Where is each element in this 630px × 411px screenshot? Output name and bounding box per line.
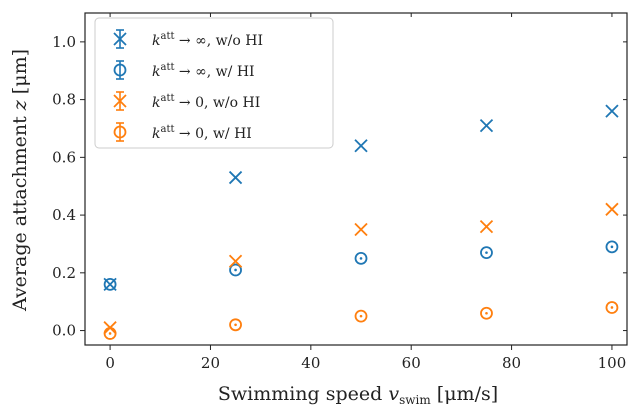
x-tick-label: 0 — [105, 354, 115, 372]
legend-marker-2 — [113, 60, 127, 80]
legend-circle-marker — [113, 63, 127, 77]
data-point — [103, 327, 117, 340]
data-point — [354, 251, 368, 265]
data-point — [229, 318, 242, 332]
circle-marker-ring — [103, 327, 117, 340]
circle-marker-dot — [234, 323, 237, 327]
data-point — [480, 246, 493, 260]
y-axis-label-var: z — [9, 99, 31, 111]
y-axis-label-main: Average attachment — [9, 110, 31, 312]
x-marker-stroke — [479, 118, 494, 133]
data-point — [354, 309, 368, 323]
circle-marker-dot — [485, 251, 488, 254]
data-point — [480, 306, 493, 320]
legend-marker-3 — [113, 91, 127, 111]
data-point — [479, 118, 494, 133]
x-tick-label: 40 — [301, 354, 320, 372]
legend-entry-3: katt → 0, w/o HI — [152, 93, 260, 111]
x-axis-label-sub: swim — [399, 393, 431, 407]
circle-marker-dot — [108, 283, 112, 286]
x-marker-stroke — [113, 32, 127, 46]
data-point — [605, 202, 619, 216]
circle-marker-ring — [605, 301, 619, 314]
y-axis-label-unit: [μm] — [9, 49, 31, 100]
y-tick-label: 0.2 — [52, 264, 76, 282]
data-point — [103, 277, 117, 291]
x-axis-label-unit: [μm/s] — [431, 383, 498, 405]
x-marker-stroke — [605, 104, 619, 118]
circle-marker-ring — [229, 263, 242, 277]
y-axis-label: Average attachment z [μm] — [9, 49, 31, 312]
legend-marker-4 — [113, 122, 127, 142]
x-marker-stroke — [354, 139, 368, 153]
y-tick-label: 0.4 — [52, 206, 76, 224]
x-marker-stroke — [228, 254, 243, 268]
x-marker-stroke — [228, 170, 243, 185]
legend: katt → ∞, w/o HI katt → ∞, w/ HI katt → … — [94, 17, 334, 149]
plot-area — [84, 12, 628, 346]
circle-marker-ring — [354, 251, 368, 265]
circle-marker-dot — [108, 332, 112, 335]
data-point — [228, 254, 243, 268]
y-tick-label: 1.0 — [52, 33, 76, 51]
x-axis-label-var: v — [388, 383, 399, 405]
data-point — [229, 263, 242, 277]
y-tick-label: 0.8 — [52, 91, 76, 109]
circle-marker-ring — [103, 277, 117, 291]
data-marks — [103, 104, 619, 340]
x-axis-label-main: Swimming speed — [218, 383, 389, 405]
data-point — [479, 219, 494, 234]
x-marker-stroke — [605, 202, 619, 216]
data-point — [605, 301, 619, 314]
circle-marker-dot — [359, 314, 363, 318]
data-point — [354, 222, 368, 237]
circle-marker-ring — [354, 309, 368, 323]
data-point — [605, 240, 619, 254]
data-point — [354, 139, 368, 153]
circle-marker-dot — [485, 311, 488, 315]
series-3 — [103, 202, 619, 335]
data-point — [228, 170, 243, 185]
circle-marker-ring — [229, 318, 242, 332]
series-4 — [103, 301, 619, 340]
circle-marker-ring — [605, 240, 619, 254]
circle-marker-ring — [480, 246, 493, 260]
legend-x-marker — [113, 32, 127, 46]
legend-entry-2: katt → ∞, w/ HI — [152, 62, 255, 80]
x-axis-label: Swimming speed vswim [μm/s] — [218, 383, 498, 407]
circle-marker-dot — [359, 257, 363, 260]
legend-entry-1: katt → ∞, w/o HI — [152, 31, 263, 49]
circle-marker-dot — [234, 268, 237, 272]
legend-markers — [113, 29, 127, 142]
legend-x-marker — [113, 94, 127, 108]
legend-marker-1 — [113, 29, 127, 49]
circle-marker-dot — [610, 306, 614, 309]
y-tick-label: 0.6 — [52, 148, 76, 166]
legend-entry-4: katt → 0, w/ HI — [152, 124, 252, 142]
legend-frame — [94, 17, 334, 149]
x-tick-label: 20 — [201, 354, 220, 372]
plot-frame — [84, 12, 628, 346]
x-marker-stroke — [113, 94, 127, 108]
circle-marker-ring — [480, 306, 493, 320]
circle-marker-dot — [610, 245, 614, 249]
x-tick-label: 60 — [402, 354, 421, 372]
axis-ticks: 0 20 40 60 80 100 0.0 0.2 0.4 0.6 0.8 1.0 — [52, 13, 627, 372]
data-point — [605, 104, 619, 118]
y-tick-label: 0.0 — [52, 322, 76, 340]
legend-circle-marker — [113, 125, 127, 139]
x-marker-stroke — [354, 222, 368, 237]
x-marker-stroke — [479, 219, 494, 234]
series-2 — [103, 240, 619, 291]
x-tick-label: 100 — [598, 354, 627, 372]
x-tick-label: 80 — [502, 354, 521, 372]
